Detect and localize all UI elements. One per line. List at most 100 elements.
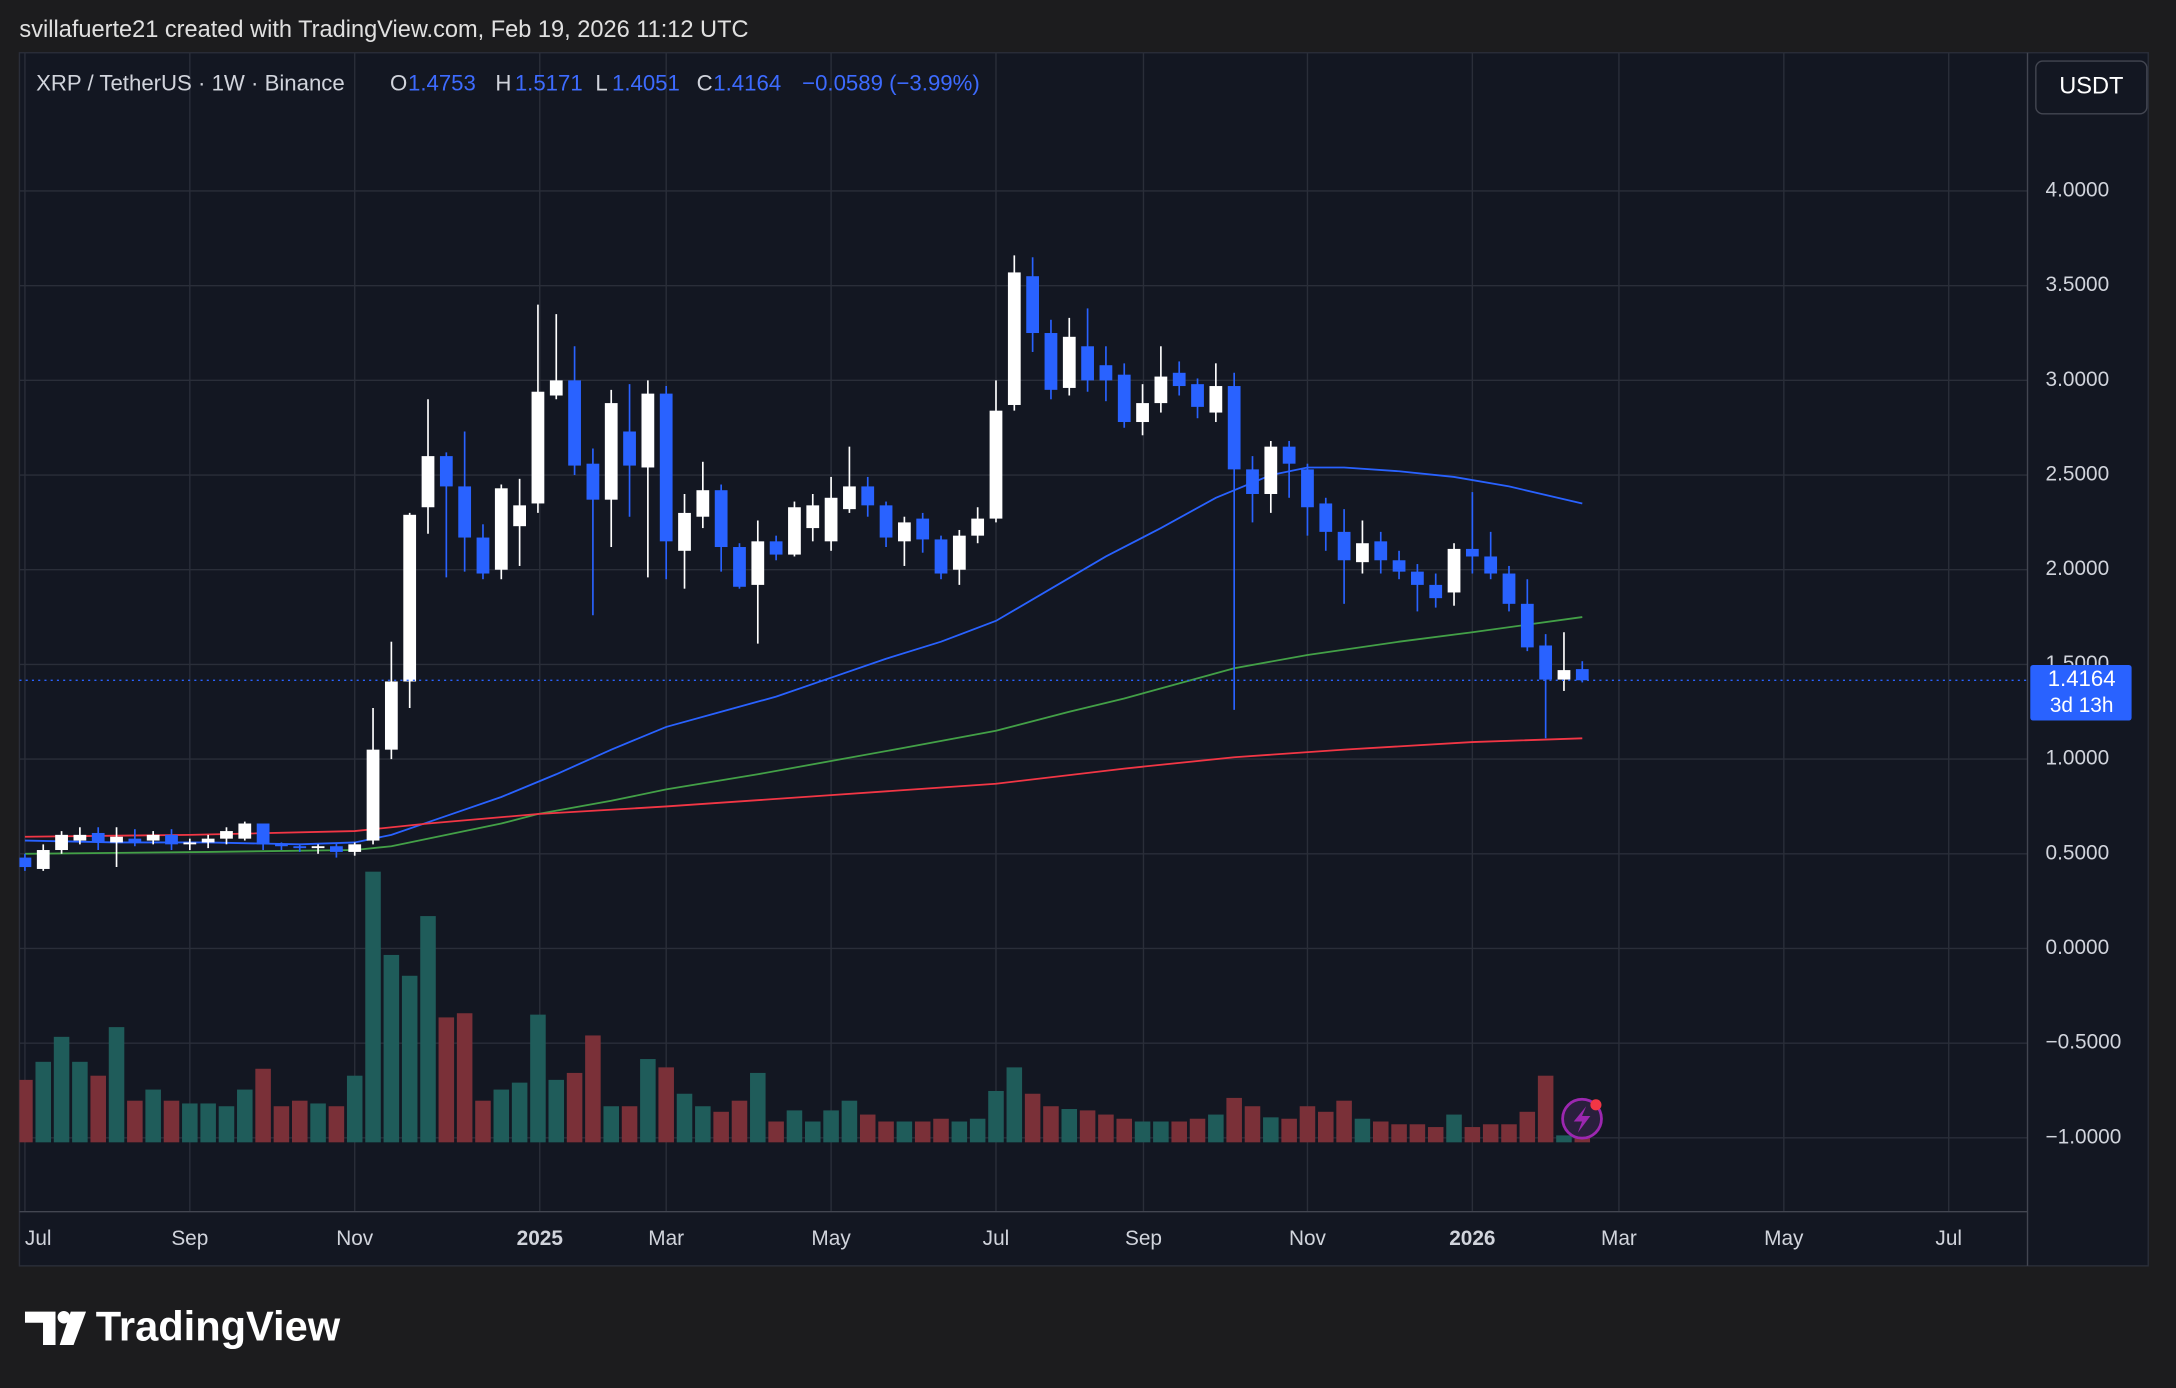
candle-body: [348, 844, 362, 852]
candle-body: [311, 846, 325, 849]
candle-body: [1209, 386, 1223, 413]
candle-body: [897, 522, 911, 542]
candle-body: [1575, 669, 1589, 681]
volume-bar: [676, 1093, 693, 1143]
volume-bar: [640, 1059, 656, 1143]
candle-body: [1136, 403, 1149, 423]
volume-bar: [530, 1014, 546, 1143]
candle-body: [659, 393, 673, 542]
volume-bar: [1171, 1121, 1187, 1143]
attribution: svillafuerte21 created with TradingView.…: [19, 16, 748, 42]
change: −0.0589 (−3.99%): [802, 71, 980, 96]
x-tick-label: Mar: [648, 1227, 684, 1250]
volume-bar: [163, 1100, 180, 1143]
volume-bar: [438, 1017, 455, 1143]
candle-body: [1227, 386, 1241, 470]
logo-dot: [57, 1310, 71, 1324]
candle-body: [201, 838, 215, 843]
volume-bar: [1024, 1093, 1041, 1143]
candle-body: [604, 403, 618, 500]
candle-body: [641, 393, 655, 468]
candle-body: [275, 844, 288, 847]
candle-body: [293, 846, 307, 849]
volume-bar: [1134, 1121, 1151, 1143]
logo-slash: [59, 1311, 87, 1345]
volume-bar: [310, 1103, 326, 1143]
x-tick-label: Sep: [1125, 1227, 1162, 1250]
candle-body: [19, 857, 32, 868]
volume-bar: [786, 1110, 803, 1143]
candle-body: [1447, 548, 1461, 593]
candle-body: [128, 838, 142, 843]
volume-bar: [328, 1106, 345, 1143]
candle-body: [1172, 372, 1186, 387]
volume-bar: [1281, 1118, 1297, 1143]
volume-bar: [1116, 1118, 1133, 1143]
volume-bar: [19, 1079, 33, 1143]
legend-header: XRP / TetherUS · 1W · Binance O 1.4753 H…: [36, 71, 980, 96]
axes: 4.00003.50003.00002.50002.00001.50001.00…: [25, 178, 2132, 1250]
icon-bolt: [1573, 1106, 1591, 1133]
candle-body: [1117, 374, 1131, 423]
volume-bar: [493, 1089, 510, 1143]
brand-name: TradingView: [96, 1303, 341, 1350]
volume-bar: [1189, 1118, 1206, 1143]
x-tick-label: Jul: [25, 1227, 52, 1250]
volume-bar: [1299, 1106, 1316, 1143]
candle-body: [73, 834, 87, 841]
volume-bar: [1318, 1111, 1334, 1143]
volume-bar: [1043, 1106, 1059, 1143]
volume-bar: [621, 1106, 638, 1143]
currency-box[interactable]: [2035, 60, 2148, 115]
lightning-icon[interactable]: [1561, 1097, 1603, 1140]
candle-body: [403, 514, 417, 682]
volume-bar: [951, 1121, 968, 1143]
currency[interactable]: USDT: [2059, 73, 2123, 99]
currency-button[interactable]: USDT: [2035, 60, 2148, 115]
ohlc-label: O: [390, 71, 407, 96]
volume-bar: [237, 1089, 253, 1143]
candle-body: [788, 507, 801, 555]
candle-body: [1081, 346, 1094, 381]
candle-body: [531, 391, 545, 504]
volume-bar: [823, 1110, 839, 1143]
candle-body: [220, 831, 233, 839]
volume-bar: [1153, 1121, 1169, 1143]
volume-bar: [1391, 1124, 1407, 1143]
volume-bar: [713, 1111, 729, 1143]
volume-bar: [182, 1103, 198, 1143]
volume-bar: [1226, 1097, 1242, 1143]
candle-body: [1356, 543, 1369, 563]
candle-body: [1264, 446, 1278, 494]
volume-bar: [108, 1027, 125, 1143]
volume-bar: [1427, 1127, 1444, 1143]
candle-body: [696, 490, 710, 517]
ohlc-value: 1.4051: [612, 71, 680, 96]
x-tick-label: 2026: [1449, 1227, 1495, 1250]
candle-body: [183, 842, 197, 845]
candle-body: [1154, 376, 1168, 404]
x-tick-label: Mar: [1601, 1227, 1637, 1250]
candle-body: [1301, 469, 1314, 508]
volume-bar: [804, 1121, 821, 1143]
volume-bar: [53, 1036, 70, 1143]
y-tick-label: 3.0000: [2046, 368, 2110, 391]
candle-body: [1429, 584, 1443, 599]
candle-body: [476, 537, 490, 574]
candle-body: [1502, 573, 1516, 604]
y-tick-label: 0.0000: [2046, 936, 2110, 959]
volume-bar: [933, 1118, 949, 1143]
volume-bar: [841, 1100, 858, 1143]
candle-body: [494, 488, 508, 570]
y-tick-label: 0.5000: [2046, 841, 2110, 864]
volume-bar: [291, 1100, 308, 1143]
candle-body: [1246, 469, 1259, 494]
candle-body: [1374, 541, 1388, 561]
candle-body: [165, 834, 178, 845]
price-tag-countdown: 3d 13h: [2050, 694, 2114, 717]
candle-body: [146, 834, 160, 841]
candle-body: [1007, 272, 1021, 405]
y-tick-label: 2.5000: [2046, 463, 2110, 486]
candle-body: [623, 431, 636, 466]
